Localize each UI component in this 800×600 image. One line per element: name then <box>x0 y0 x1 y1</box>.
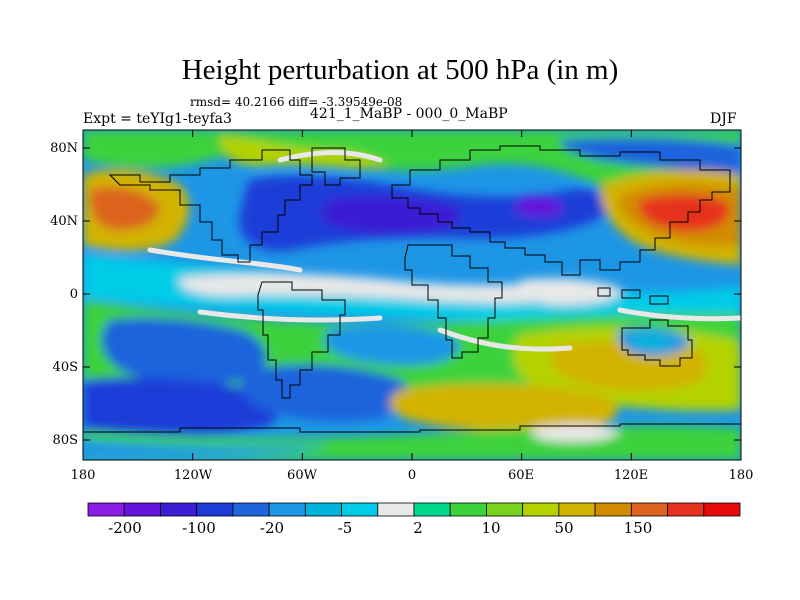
season-label: DJF <box>710 111 737 127</box>
field-white-antarctic <box>531 424 620 442</box>
colorbar-label: 10 <box>481 519 501 537</box>
coastlines <box>83 145 741 433</box>
lat-label-40n: 40N <box>50 214 78 229</box>
lon-label-120e: 120E <box>613 468 649 483</box>
colorbar-box <box>377 502 415 517</box>
lat-label-40s: 40S <box>52 360 78 375</box>
lat-label-80n: 80N <box>50 141 78 156</box>
coast-south-america <box>257 281 346 399</box>
colorbar-box <box>594 502 632 517</box>
field-lightblue-south-atl <box>324 325 459 366</box>
colorbar-box <box>413 502 451 517</box>
colorbar-box <box>522 502 560 517</box>
colorbar-box <box>268 502 306 517</box>
axis-ticks <box>82 130 742 460</box>
lon-label-180e: 180 <box>728 468 754 483</box>
field-blue-antarctic <box>83 440 330 458</box>
experiment-label: Expt = teYIg1-teyfa3 <box>83 111 232 127</box>
field-yellow-so <box>389 383 618 432</box>
colorbar-label: 2 <box>413 519 423 537</box>
field-purple-core <box>515 195 563 218</box>
coast-eurasia <box>391 145 731 276</box>
colorbar-label: -20 <box>259 519 285 537</box>
colorbar-label: -200 <box>108 519 142 537</box>
field-white-africa <box>519 278 621 305</box>
colorbar-box <box>630 502 668 517</box>
colorbar-box <box>160 502 198 517</box>
field-blue-satl <box>241 364 411 422</box>
coast-africa <box>404 244 503 359</box>
field-darkblue-spac <box>83 377 278 437</box>
field-blue-south-pac <box>101 318 267 385</box>
lat-label-80s: 80S <box>52 433 78 448</box>
colorbar-label: 150 <box>623 519 653 537</box>
field-purple-natl <box>321 196 461 234</box>
period-label: 421_1_MaBP - 000_0_MaBP <box>310 106 508 122</box>
colorbar-box <box>558 502 596 517</box>
colorbar-box <box>703 502 741 517</box>
coast-indonesia <box>597 287 669 305</box>
lat-label-0: 0 <box>69 287 78 302</box>
field-red-asia <box>639 194 731 232</box>
coast-north-america <box>108 149 313 263</box>
colorbar-label: -100 <box>182 519 216 537</box>
colorbar-box <box>196 502 234 517</box>
lon-label-120w: 120W <box>173 468 213 483</box>
field-white-tropics <box>179 273 556 304</box>
plot-title: Height perturbation at 500 hPa (in m) <box>181 54 619 86</box>
field-red-npac <box>89 186 160 231</box>
field-blue-arctic <box>560 137 741 175</box>
colorbar-box <box>341 502 379 517</box>
colorbar-box <box>667 502 705 517</box>
colorbar-box <box>449 502 487 517</box>
colorbar-box <box>123 502 161 517</box>
colorbar-box <box>304 502 342 517</box>
coast-antarctica <box>83 423 741 433</box>
lon-label-180w: 180 <box>70 468 96 483</box>
field-lightblue-aus <box>630 333 675 349</box>
coast-greenland <box>311 147 361 186</box>
lon-label-0: 0 <box>407 468 417 483</box>
height-field <box>83 130 741 460</box>
colorbar <box>87 502 741 517</box>
lon-label-60w: 60W <box>287 468 317 483</box>
colorbar-label: 50 <box>554 519 574 537</box>
colorbar-box <box>87 502 125 517</box>
colorbar-box <box>232 502 270 517</box>
zero-contours <box>147 150 741 352</box>
coast-australia <box>621 319 693 367</box>
colorbar-label: -5 <box>337 519 353 537</box>
stats-text: rmsd= 40.2166 diff= -3.39549e-08 <box>190 95 403 109</box>
colorbar-box <box>486 502 524 517</box>
lon-label-60e: 60E <box>507 468 535 483</box>
